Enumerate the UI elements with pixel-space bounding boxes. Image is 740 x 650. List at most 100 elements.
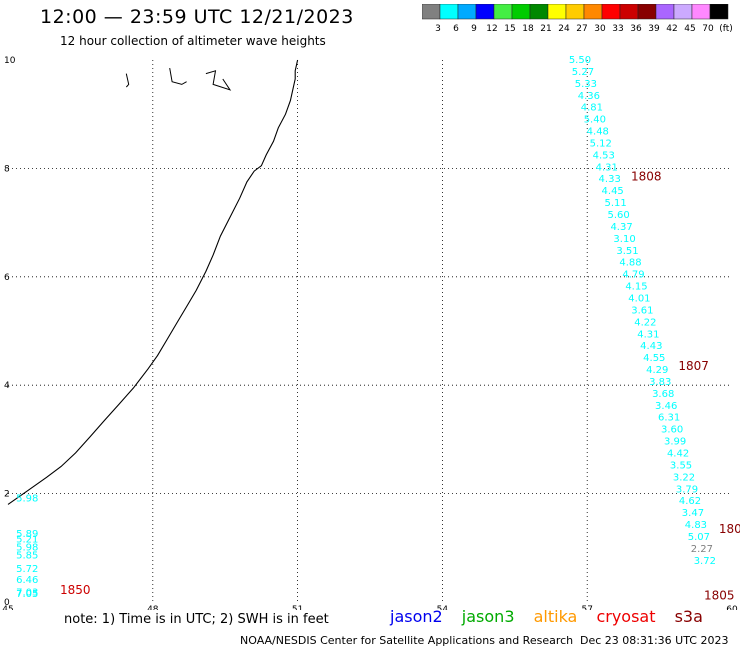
wave-height-value: 4.37 [610, 222, 632, 233]
y-tick-label: 8 [4, 164, 10, 174]
wave-height-value: 4.31 [637, 329, 659, 340]
credit-line: NOAA/NESDIS Center for Satellite Applica… [240, 634, 574, 647]
colorbar-label: 12 [486, 24, 497, 34]
page-title: 12:00 — 23:59 UTC 12/21/2023 [40, 6, 354, 28]
colorbar-label: 21 [540, 24, 551, 34]
wave-height-value: 5.33 [575, 79, 597, 90]
x-tick-label: 45 [2, 605, 13, 610]
colorbar-label: (ft) [719, 24, 732, 34]
colorbar-label: 24 [558, 24, 570, 34]
wave-height-value: 4.33 [599, 174, 621, 185]
colorbar-swatch [709, 4, 729, 20]
legend-cryosat: cryosat [596, 607, 656, 626]
wave-height-value: 5.89 [16, 529, 38, 540]
y-tick-label: 6 [4, 273, 10, 283]
wave-height-value: 7.05 [16, 589, 38, 600]
x-tick-label: 57 [581, 605, 592, 610]
pass-time-label: 1850 [60, 583, 91, 597]
pass-time-label: 1808 [631, 170, 662, 184]
wave-height-value: 3.72 [694, 556, 716, 567]
wave-height-value: 5.50 [569, 55, 591, 66]
colorbar-label: 70 [702, 24, 714, 34]
wave-height-value: 3.60 [661, 425, 683, 436]
pass-time-label: 1806 [719, 522, 740, 536]
wave-height-value: 3.10 [613, 234, 635, 245]
y-tick-label: 2 [4, 490, 10, 500]
wave-height-value: 5.98 [16, 494, 38, 505]
island-outline [125, 73, 130, 88]
colorbar-label: 27 [576, 24, 587, 34]
wave-height-value: 4.55 [643, 353, 665, 364]
wave-height-value: 4.31 [596, 162, 618, 173]
satellite-legend: jason2 jason3 altika cryosat s3a [390, 607, 717, 626]
wave-height-value: 6.31 [658, 413, 680, 424]
wave-height-value: 5.12 [590, 138, 612, 149]
wave-height-map: 45 48 51 54 57 6002468105.985.895.215.985.855… [2, 55, 740, 610]
x-tick-label: 48 [147, 605, 159, 610]
wave-height-value: 3.47 [682, 508, 704, 519]
colorbar-label: 15 [504, 24, 515, 34]
wave-height-value: 5.21 [16, 534, 38, 545]
wave-height-value: 4.79 [622, 270, 644, 281]
x-tick-label: 54 [437, 605, 449, 610]
wave-height-value: 3.22 [673, 472, 695, 483]
color-scale-bar: 3 6 9 12 15 18 21 24 27 30 33 36 39 42 45 70 (ft) [422, 4, 732, 34]
colorbar-label: 42 [666, 24, 677, 34]
legend-jason3: jason3 [461, 607, 515, 626]
colorbar-label: 45 [684, 24, 695, 34]
wave-height-value: 3.46 [655, 401, 677, 412]
wave-height-value: 4.01 [628, 293, 650, 304]
wave-height-value: 4.42 [667, 448, 689, 459]
wave-height-value: 4.43 [640, 341, 662, 352]
wave-height-value: 4.53 [593, 150, 615, 161]
wave-height-value: 3.79 [676, 484, 698, 495]
legend-s3a: s3a [674, 607, 703, 626]
colorbar-label: 6 [453, 24, 459, 34]
pass-time-label: 1807 [678, 359, 709, 373]
wave-height-value: 5.72 [16, 564, 38, 575]
wave-height-value: 4.15 [625, 282, 647, 293]
generated-timestamp: Dec 23 08:31:36 UTC 2023 [580, 634, 729, 647]
pass-time-label: 1805 [704, 588, 735, 602]
wave-height-value: 5.07 [688, 532, 710, 543]
x-tick-label: 60 [726, 605, 738, 610]
legend-jason2: jason2 [390, 607, 443, 626]
coastline [7, 59, 299, 505]
wave-height-value: 5.40 [584, 115, 606, 126]
wave-height-value: 6.46 [16, 575, 38, 586]
wave-height-value: 5.85 [16, 551, 38, 562]
wave-height-value: 3.55 [670, 460, 692, 471]
y-tick-label: 0 [4, 598, 10, 608]
legend-altika: altika [533, 607, 578, 626]
colorbar-label: 9 [471, 24, 477, 34]
wave-height-value: 3.61 [631, 305, 653, 316]
wave-height-value: 4.45 [602, 186, 624, 197]
island-outline [205, 70, 232, 91]
wave-height-value: 4.81 [581, 103, 603, 114]
units-note: note: 1) Time is in UTC; 2) SWH is in fe… [64, 612, 329, 627]
wave-height-value: 4.29 [646, 365, 668, 376]
x-tick-label: 51 [292, 605, 303, 610]
wave-height-value: 5.27 [572, 67, 594, 78]
wave-height-value: 4.88 [619, 258, 641, 269]
wave-height-value: 3.68 [652, 389, 674, 400]
colorbar-label: 33 [612, 24, 623, 34]
wave-height-value: 5.60 [607, 210, 629, 221]
wave-height-value: 4.48 [587, 127, 609, 138]
page-subtitle: 12 hour collection of altimeter wave hei… [60, 34, 326, 48]
wave-height-value: 7.03 [16, 587, 38, 598]
island-outline [169, 68, 187, 85]
colorbar-label: 30 [594, 24, 606, 34]
wave-height-value: 5.98 [16, 543, 38, 554]
wave-height-value: 4.36 [578, 91, 600, 102]
wave-height-value: 5.11 [605, 198, 627, 209]
wave-height-value: 3.83 [649, 377, 671, 388]
wave-height-value: 4.83 [685, 520, 707, 531]
colorbar-label: 3 [435, 24, 441, 34]
colorbar-label: 18 [522, 24, 534, 34]
colorbar-label: 39 [648, 24, 660, 34]
wave-height-value: 4.22 [634, 317, 656, 328]
colorbar-label: 36 [630, 24, 642, 34]
wave-height-value: 2.27 [691, 544, 713, 555]
wave-height-value: 3.51 [616, 246, 638, 257]
